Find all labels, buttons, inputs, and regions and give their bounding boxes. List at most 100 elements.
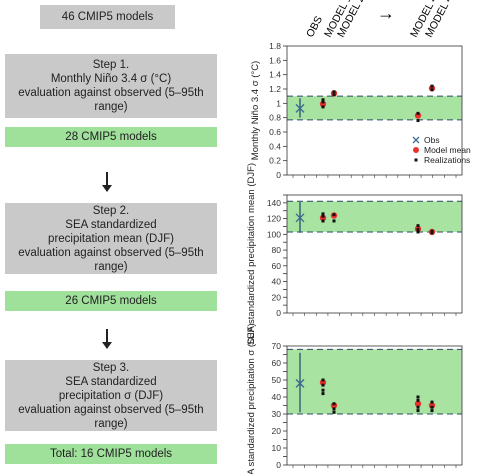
realization-marker — [416, 228, 420, 232]
flow-arrow-2 — [102, 329, 112, 349]
model-mean-marker — [319, 379, 327, 386]
realization-marker — [416, 409, 420, 413]
realization-marker — [321, 105, 325, 109]
y-tick-label: 100 — [267, 229, 281, 239]
acceptance-band — [287, 349, 462, 414]
step1-result-box: 28 CMIP5 models — [5, 127, 217, 147]
y-tick-label: 0.6 — [269, 127, 281, 137]
model-mean-marker — [428, 402, 436, 409]
model-mean-marker — [330, 402, 338, 409]
model-mean-marker — [428, 228, 436, 236]
realization-marker — [430, 400, 434, 404]
realization-marker — [321, 388, 325, 392]
plot-frame — [286, 45, 463, 176]
y-tick-label: 0.8 — [269, 113, 281, 123]
legend-obs-label: Obs — [424, 135, 440, 145]
y-tick-label: 120 — [267, 214, 281, 224]
realization-marker — [321, 212, 325, 216]
realization-marker — [332, 219, 336, 223]
flow-arrow-1 — [102, 172, 112, 192]
y-tick-label: 30 — [272, 409, 282, 419]
header-model45: MODEL 45 — [408, 0, 443, 39]
model-mean-marker — [330, 90, 338, 97]
y-axis-label: Monthly Niño 3.4 σ (°C) — [250, 61, 261, 160]
y-tick-label: 10 — [272, 443, 282, 453]
y-tick-label: 70 — [272, 341, 282, 351]
y-tick-label: 1.6 — [269, 55, 281, 65]
realization-marker — [430, 231, 434, 235]
y-tick-label: 0 — [276, 308, 281, 318]
legend-obs-symbol — [412, 136, 420, 144]
realization-marker — [321, 219, 325, 223]
realization-marker — [321, 98, 325, 102]
y-axis-label: SEA standardized precipitation mean (DJF… — [246, 163, 257, 345]
realization-marker — [416, 224, 420, 228]
header-obs: OBS — [304, 14, 325, 39]
step3-result-box: Total: 16 CMIP5 models — [5, 444, 217, 464]
initial-models-box: 46 CMIP5 models — [40, 5, 175, 29]
realization-marker — [332, 213, 336, 217]
step1-box: Step 1. Monthly Niño 3.4 σ (°C) evaluati… — [5, 54, 217, 118]
acceptance-band — [287, 201, 462, 232]
y-tick-label: 40 — [272, 392, 282, 402]
model-mean-marker — [414, 400, 422, 407]
header-model46: MODEL 46 — [423, 0, 458, 39]
step2-result-box: 26 CMIP5 models — [5, 291, 217, 311]
y-tick-label: 0.4 — [269, 141, 281, 151]
realization-marker — [416, 230, 420, 234]
y-tick-label: 20 — [272, 426, 282, 436]
realization-marker — [430, 84, 434, 88]
legend-real-label: Realizations — [424, 155, 470, 165]
realization-marker — [416, 398, 420, 402]
realization-marker — [332, 410, 336, 414]
legend-mean-label: Model mean — [424, 145, 471, 155]
realization-marker — [332, 402, 336, 406]
realization-marker — [332, 90, 336, 94]
y-tick-label: 0 — [276, 170, 281, 180]
realization-marker — [416, 119, 420, 123]
realization-marker — [332, 407, 336, 411]
model-mean-marker — [428, 85, 436, 92]
model-mean-marker — [330, 212, 338, 219]
plot-frame — [286, 345, 463, 466]
y-tick-label: 1.8 — [269, 41, 281, 51]
realization-marker — [430, 88, 434, 92]
y-axis-label: SEA standardized precipitation σ (DJF) — [246, 323, 257, 474]
y-tick-label: 140 — [267, 198, 281, 208]
realization-marker — [321, 100, 325, 104]
y-tick-label: 0.2 — [269, 156, 281, 166]
realization-marker — [416, 111, 420, 115]
model-mean-marker — [414, 225, 422, 233]
realization-marker — [321, 392, 325, 396]
y-tick-label: 50 — [272, 375, 282, 385]
realization-marker — [430, 229, 434, 233]
header-arrow: → — [377, 3, 395, 23]
realization-marker — [416, 405, 420, 409]
realization-marker — [416, 395, 420, 399]
realization-marker — [332, 93, 336, 97]
obs-marker — [295, 103, 305, 113]
y-tick-label: 1.4 — [269, 70, 281, 80]
y-tick-label: 20 — [272, 292, 282, 302]
model-mean-marker — [319, 214, 327, 222]
acceptance-band — [287, 96, 462, 120]
legend-mean-symbol — [413, 147, 419, 153]
realization-marker — [430, 409, 434, 413]
realization-marker — [430, 405, 434, 409]
realization-marker — [321, 214, 325, 218]
header-model1: MODEL 1 — [322, 0, 354, 39]
obs-marker — [295, 213, 305, 223]
y-tick-label: 1 — [276, 98, 281, 108]
y-tick-label: 40 — [272, 277, 282, 287]
y-tick-label: 60 — [272, 358, 282, 368]
legend-real-symbol — [414, 158, 418, 162]
y-tick-label: 1.2 — [269, 84, 281, 94]
realization-marker — [321, 378, 325, 382]
obs-marker — [295, 378, 305, 388]
y-tick-label: 80 — [272, 245, 282, 255]
plot-frame — [286, 194, 463, 314]
model-mean-marker — [319, 100, 327, 108]
y-tick-label: 60 — [272, 261, 282, 271]
y-tick-label: 0 — [276, 460, 281, 470]
realization-marker — [321, 383, 325, 387]
